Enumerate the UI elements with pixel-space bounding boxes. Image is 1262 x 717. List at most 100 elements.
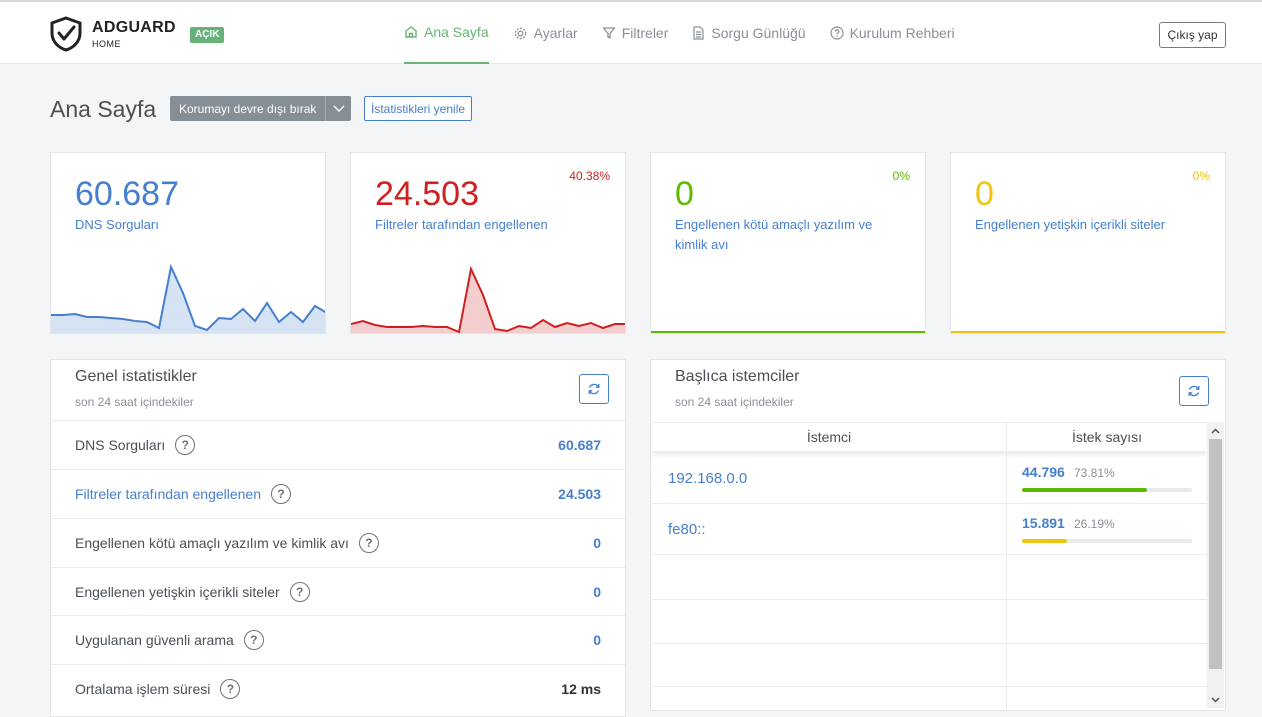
column-header-client[interactable]: İstemci [652,423,1007,451]
table-row-empty [652,644,1207,687]
chevron-down-icon [333,105,345,112]
stat-row-blocked-filters: Filtreler tarafından engellenen? 24.503 [51,469,625,518]
logout-button[interactable]: Çıkış yap [1159,22,1226,48]
stat-value: 24.503 [375,175,479,213]
chevron-up-icon [1211,427,1220,434]
nav-settings-label: Ayarlar [533,25,578,41]
main-nav: Ana Sayfa Ayarlar Filtreler Sorgu Günlüğ… [404,2,979,64]
top-clients-refresh-button[interactable] [1179,376,1209,406]
scroll-down-button[interactable] [1207,691,1224,708]
nav-filters-label: Filtreler [621,25,669,41]
request-cell: 15.891 26.19% [1007,504,1207,554]
page-title: Ana Sayfa [50,96,157,122]
sparkline-area [51,267,325,333]
refresh-stats-button[interactable]: İstatistikleri yenile [364,96,473,121]
stat-card-blocked-filters: 24.503 Filtreler tarafından engellenen 4… [350,152,626,334]
empty-cell [652,555,1007,599]
sparkline-line [351,265,625,333]
disable-protection-dropdown[interactable] [325,96,352,121]
malware-baseline [651,331,925,333]
gear-icon [514,27,526,39]
sparkline-line [51,263,325,332]
question-icon [829,26,844,40]
table-row-empty [652,687,1207,709]
nav-query-log-label: Sorgu Günlüğü [711,25,806,41]
stat-value: 60.687 [75,175,179,213]
scroll-up-button[interactable] [1207,422,1224,439]
adult-baseline [951,331,1225,333]
help-icon[interactable]: ? [271,484,292,504]
stat-row-value[interactable]: 0 [593,535,601,551]
clients-scrollbar[interactable] [1207,422,1224,708]
clients-table-header: İstemci İstek sayısı [652,422,1207,452]
nav-home[interactable]: Ana Sayfa [404,2,489,64]
nav-query-log[interactable]: Sorgu Günlüğü [692,2,806,64]
stat-row-label: Ortalama işlem süresi? [75,679,241,699]
request-count: 15.891 [1022,515,1065,531]
nav-setup-guide-label: Kurulum Rehberi [849,25,955,41]
stat-percent: 0% [892,169,910,183]
help-icon[interactable]: ? [175,435,196,455]
stat-card-dns-queries: 60.687 DNS Sorguları [50,152,326,334]
empty-cell [1007,600,1207,643]
empty-cell [1007,687,1207,709]
client-ip[interactable]: 192.168.0.0 [652,453,1007,503]
stat-row-label: Uygulanan güvenli arama? [75,630,264,650]
help-icon[interactable]: ? [358,533,379,553]
document-icon [693,26,704,40]
stat-row-value: 12 ms [561,681,601,697]
stat-row-label: Engellenen yetişkin içerikli siteler? [75,582,310,602]
help-icon[interactable]: ? [289,582,310,602]
general-stats-subtitle: son 24 saat içindekiler [75,395,194,409]
stat-row-label: Engellenen kötü amaçlı yazılım ve kimlik… [75,533,379,553]
stat-card-adult: 0 Engellenen yetişkin içerikli siteler 0… [950,152,1226,334]
disable-protection-button-group: Korumayı devre dışı bırak [170,96,352,121]
stat-label: Engellenen kötü amaçlı yazılım ve kimlik… [675,217,873,252]
nav-settings[interactable]: Ayarlar [513,2,578,64]
stat-percent: 40.38% [569,169,610,183]
stat-row-label: DNS Sorguları? [75,435,196,455]
scroll-thumb[interactable] [1209,439,1222,669]
adguard-shield-logo[interactable] [49,16,83,52]
stat-row-value[interactable]: 60.687 [558,437,601,453]
stat-row-value[interactable]: 0 [593,632,601,648]
stat-row-text: Engellenen kötü amaçlı yazılım ve kimlik… [75,535,349,551]
progress-fill [1022,539,1067,543]
help-icon[interactable]: ? [243,630,264,650]
column-header-requests[interactable]: İstek sayısı [1071,429,1143,445]
request-percent: 26.19% [1074,517,1115,531]
refresh-icon [1188,385,1200,397]
stat-row-text: DNS Sorguları [75,437,166,453]
empty-cell [652,644,1007,686]
stat-row-text[interactable]: Filtreler tarafından engellenen [75,486,262,502]
filter-icon [602,27,615,39]
disable-protection-button[interactable]: Korumayı devre dışı bırak [170,96,326,121]
empty-cell [1007,644,1207,686]
dns-queries-sparkline [51,263,325,333]
top-clients-title: Başlıca istemciler [675,368,800,385]
stat-row-malware: Engellenen kötü amaçlı yazılım ve kimlik… [51,518,625,567]
request-count: 44.796 [1022,464,1065,480]
client-ip[interactable]: fe80:: [652,504,1007,554]
stat-label: Filtreler tarafından engellenen [375,217,548,232]
stat-row-value[interactable]: 24.503 [558,486,601,502]
empty-cell [652,600,1007,643]
top-clients-subtitle: son 24 saat içindekiler [675,395,794,409]
request-progress-bar [1022,488,1192,492]
stat-label: Engellenen yetişkin içerikli siteler [975,217,1166,232]
stat-value: 0 [675,175,694,213]
stat-row-avg-time: Ortalama işlem süresi? 12 ms [51,664,625,713]
nav-setup-guide[interactable]: Kurulum Rehberi [829,2,955,64]
progress-fill [1022,488,1148,492]
general-stats-panel: Genel istatistikler son 24 saat içindeki… [50,359,626,717]
general-stats-refresh-button[interactable] [579,374,609,404]
request-progress-bar [1022,539,1192,543]
top-clients-panel: Başlıca istemciler son 24 saat içindekil… [650,359,1226,711]
brand-subtitle: HOME [92,39,121,49]
nav-filters[interactable]: Filtreler [602,2,669,64]
top-header: ADGUARD HOME AÇIK Ana Sayfa Ayarlar Filt… [0,0,1262,64]
stat-label: DNS Sorguları [75,217,159,232]
sparkline-area [351,269,625,333]
help-icon[interactable]: ? [220,679,241,699]
stat-row-value[interactable]: 0 [593,584,601,600]
